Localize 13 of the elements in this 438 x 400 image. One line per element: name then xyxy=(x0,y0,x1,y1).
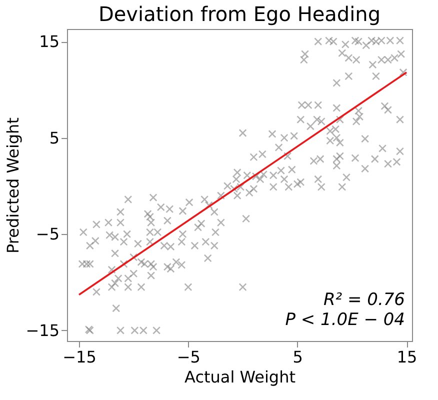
y-tick-label: −15 xyxy=(26,320,60,340)
chart-title: Deviation from Ego Heading xyxy=(98,2,381,26)
y-tick-label: −5 xyxy=(36,224,60,244)
x-tick-label: 15 xyxy=(396,348,418,366)
x-tick-label: −5 xyxy=(176,348,200,366)
y-tick-label: 5 xyxy=(49,128,60,148)
y-axis-title: Predicted Weight xyxy=(4,118,23,254)
y-tick-label: 15 xyxy=(39,32,60,52)
x-tick-label: −15 xyxy=(62,348,96,366)
annotation: R² = 0.76 xyxy=(323,290,406,310)
annotation: P < 1.0E − 04 xyxy=(285,310,405,330)
x-axis-title: Actual Weight xyxy=(184,368,296,386)
x-tick-label: 5 xyxy=(292,348,303,366)
